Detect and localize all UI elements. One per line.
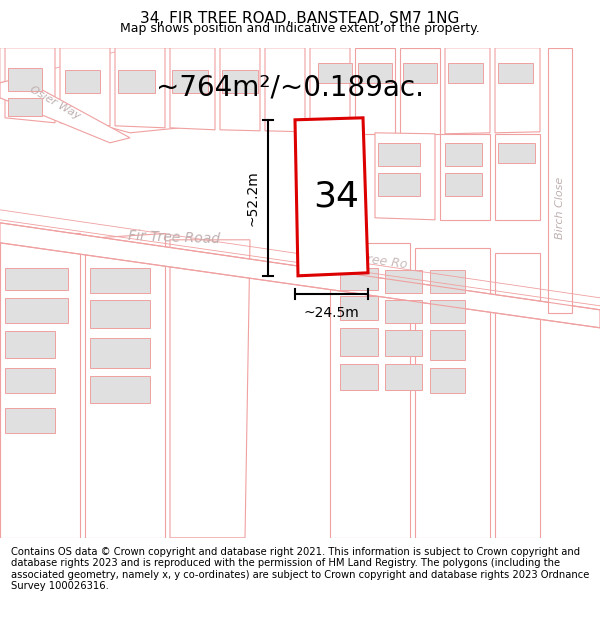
Polygon shape: [440, 134, 490, 220]
Polygon shape: [340, 328, 378, 356]
Polygon shape: [358, 62, 392, 82]
Polygon shape: [90, 338, 150, 367]
Polygon shape: [498, 62, 533, 82]
Polygon shape: [403, 62, 437, 82]
Polygon shape: [385, 330, 422, 356]
Polygon shape: [220, 48, 260, 131]
Polygon shape: [265, 48, 305, 132]
Polygon shape: [5, 48, 55, 122]
Polygon shape: [355, 48, 395, 134]
Polygon shape: [340, 296, 378, 320]
Polygon shape: [445, 48, 490, 134]
Text: 34, FIR TREE ROAD, BANSTEAD, SM7 1NG: 34, FIR TREE ROAD, BANSTEAD, SM7 1NG: [140, 11, 460, 26]
Polygon shape: [90, 376, 150, 402]
Polygon shape: [170, 240, 250, 538]
Polygon shape: [5, 331, 55, 357]
Text: Fir Tree Ro: Fir Tree Ro: [340, 249, 409, 271]
Polygon shape: [8, 98, 42, 116]
Polygon shape: [65, 70, 100, 92]
Polygon shape: [0, 222, 600, 328]
Polygon shape: [318, 62, 352, 82]
Polygon shape: [90, 268, 150, 292]
Polygon shape: [430, 330, 465, 360]
Polygon shape: [430, 270, 465, 292]
Polygon shape: [5, 268, 68, 290]
Polygon shape: [430, 300, 465, 322]
Polygon shape: [340, 364, 378, 390]
Text: Contains OS data © Crown copyright and database right 2021. This information is : Contains OS data © Crown copyright and d…: [11, 546, 589, 591]
Polygon shape: [375, 132, 435, 220]
Polygon shape: [495, 134, 540, 220]
Polygon shape: [340, 268, 378, 290]
Polygon shape: [548, 48, 572, 312]
Polygon shape: [60, 48, 110, 126]
Polygon shape: [445, 142, 482, 166]
Polygon shape: [330, 242, 410, 538]
Polygon shape: [172, 70, 208, 92]
Polygon shape: [5, 368, 55, 392]
Polygon shape: [115, 48, 165, 128]
Polygon shape: [385, 270, 422, 292]
Polygon shape: [8, 68, 42, 91]
Polygon shape: [85, 232, 165, 538]
Text: Osier Way: Osier Way: [28, 84, 82, 121]
Polygon shape: [385, 364, 422, 390]
Text: ~764m²/~0.189ac.: ~764m²/~0.189ac.: [156, 74, 424, 102]
Text: Birch Close: Birch Close: [555, 177, 565, 239]
Polygon shape: [0, 48, 180, 132]
Text: 34: 34: [313, 179, 359, 214]
Polygon shape: [90, 300, 150, 328]
Polygon shape: [0, 232, 80, 538]
Polygon shape: [295, 118, 368, 276]
Polygon shape: [445, 173, 482, 196]
Text: Map shows position and indicative extent of the property.: Map shows position and indicative extent…: [120, 22, 480, 35]
Polygon shape: [448, 62, 483, 82]
Polygon shape: [430, 368, 465, 392]
Text: Fir Tree Road: Fir Tree Road: [128, 229, 220, 246]
Polygon shape: [378, 142, 420, 166]
Polygon shape: [222, 70, 258, 92]
Text: ~52.2m: ~52.2m: [246, 170, 260, 226]
Polygon shape: [310, 48, 350, 134]
Polygon shape: [378, 173, 420, 196]
Polygon shape: [0, 48, 130, 82]
Polygon shape: [0, 78, 130, 142]
Polygon shape: [385, 300, 422, 322]
Polygon shape: [170, 48, 215, 130]
Text: ~24.5m: ~24.5m: [304, 306, 359, 320]
Polygon shape: [400, 48, 440, 134]
Polygon shape: [495, 48, 540, 132]
Polygon shape: [5, 408, 55, 432]
Polygon shape: [5, 298, 68, 322]
Polygon shape: [498, 142, 535, 162]
Polygon shape: [415, 248, 490, 538]
Polygon shape: [118, 70, 155, 92]
Polygon shape: [495, 253, 540, 538]
